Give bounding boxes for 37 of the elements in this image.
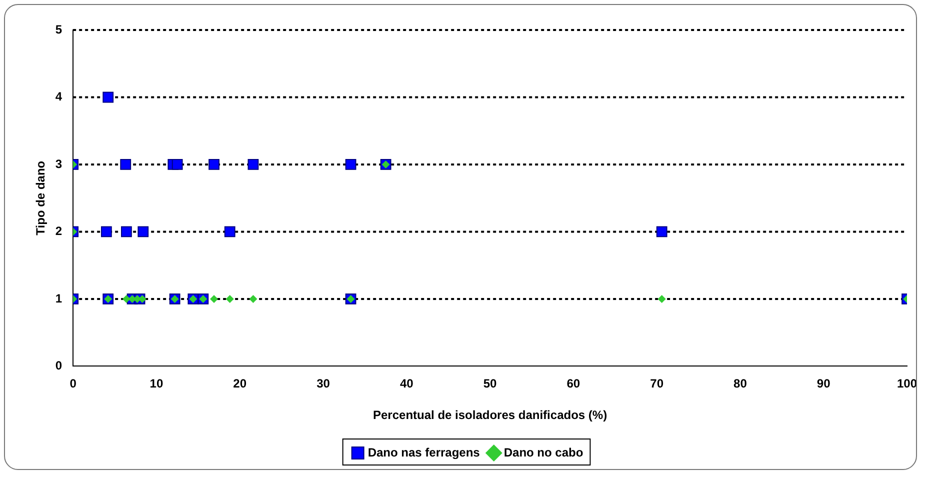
y-axis-title: Tipo de dano: [34, 160, 48, 236]
point: [345, 159, 356, 170]
y-tick-label: 3: [55, 156, 62, 171]
x-tick-label: 0: [70, 376, 77, 391]
x-tick-label: 80: [734, 376, 748, 391]
x-tick-label: 10: [150, 376, 164, 391]
x-tick-label: 60: [566, 376, 580, 391]
y-tick-label: 2: [55, 224, 62, 238]
point: [138, 226, 149, 238]
x-tick-label: 30: [316, 376, 330, 391]
x-tick-label: 90: [816, 376, 831, 391]
x-tick-label: 20: [233, 376, 247, 391]
x-tick-label: 70: [650, 376, 664, 391]
point: [208, 159, 220, 170]
point: [656, 226, 668, 238]
point: [210, 294, 218, 303]
y-tick-label: 5: [55, 22, 62, 36]
point: [102, 92, 114, 103]
point: [120, 159, 132, 170]
legend-label: Dano nas ferragens: [368, 445, 480, 460]
point: [100, 226, 112, 238]
point: [120, 226, 132, 238]
point: [226, 294, 234, 303]
y-tick-label: 4: [55, 90, 62, 104]
x-axis-title: Percentual de isoladores danificados (%): [373, 408, 608, 422]
x-tick-label: 50: [483, 376, 498, 391]
point: [249, 294, 258, 303]
y-tick-label: 1: [55, 291, 62, 306]
y-tick-label: 0: [55, 358, 62, 373]
x-tick-label: 40: [400, 376, 414, 391]
point: [172, 159, 183, 170]
point: [658, 294, 666, 303]
point: [224, 226, 236, 238]
point: [248, 159, 259, 170]
legend-label: Dano no cabo: [504, 445, 584, 460]
x-tick-label: 100: [896, 376, 918, 391]
point: [122, 294, 130, 303]
